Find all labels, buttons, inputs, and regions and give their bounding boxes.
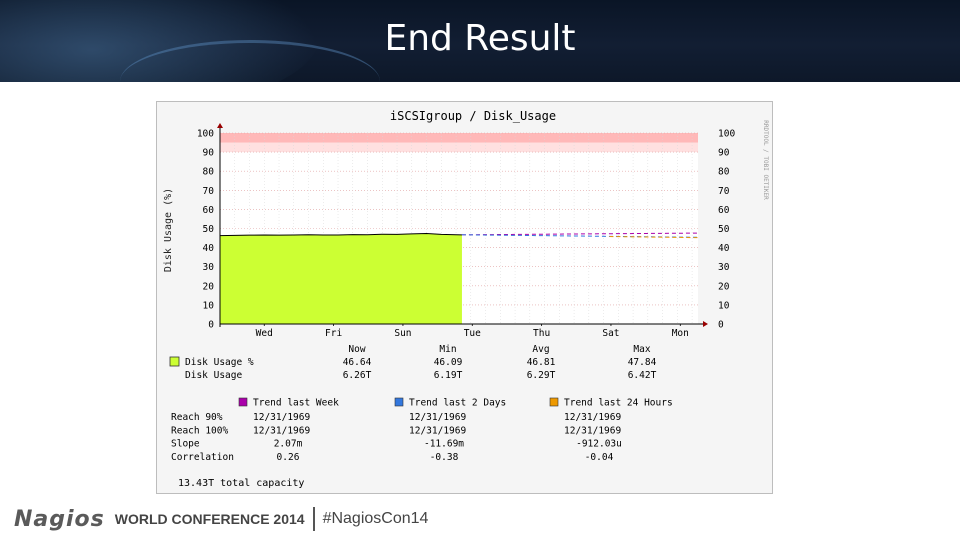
header-arc-decoration xyxy=(120,40,380,82)
trend-legend-swatch-0 xyxy=(238,397,248,407)
trend-legend-label-2: Trend last 24 Hours xyxy=(564,398,673,409)
stats-header-now: Now xyxy=(348,344,365,355)
stats-value: 47.84 xyxy=(628,357,657,368)
x-tick-label-thu: Thu xyxy=(533,328,550,339)
y-tick-label-right-10: 10 xyxy=(718,300,730,311)
x-tick-label-fri: Fri xyxy=(325,328,342,339)
y-tick-label-left-90: 90 xyxy=(203,148,215,159)
y-tick-label-left-0: 0 xyxy=(208,320,214,331)
trend-value: -0.04 xyxy=(585,452,614,463)
x-tick-label-sat: Sat xyxy=(602,328,619,339)
nagios-logo: Nagios xyxy=(14,506,105,532)
y-tick-label-right-70: 70 xyxy=(718,186,730,197)
trend-row-label: Reach 90% xyxy=(171,412,223,423)
trend-value: 12/31/1969 xyxy=(253,425,310,436)
threshold-band-0 xyxy=(220,142,698,153)
y-tick-label-left-20: 20 xyxy=(203,281,215,292)
trend-row-label: Correlation xyxy=(171,452,234,463)
x-tick-label-wed: Wed xyxy=(256,328,273,339)
y-tick-label-right-0: 0 xyxy=(718,320,724,331)
stats-header-avg: Avg xyxy=(532,344,549,355)
y-tick-label-left-80: 80 xyxy=(203,167,215,178)
y-tick-label-right-40: 40 xyxy=(718,243,730,254)
legend-swatch-disk-usage xyxy=(169,356,180,367)
trend-value: 0.26 xyxy=(277,452,300,463)
y-tick-label-left-70: 70 xyxy=(203,186,215,197)
y-tick-label-right-100: 100 xyxy=(718,129,735,140)
trend-legend-swatch-2 xyxy=(549,397,559,407)
trend-value: -912.03u xyxy=(576,439,622,450)
series-area-0 xyxy=(220,233,462,324)
y-axis-arrow xyxy=(217,123,223,128)
y-tick-label-left-30: 30 xyxy=(203,262,215,273)
rrd-graph: iSCSIgroup / Disk_Usage Disk Usage (%) R… xyxy=(156,101,773,494)
capacity-note: 13.43T total capacity xyxy=(178,478,304,489)
chart-title: iSCSIgroup / Disk_Usage xyxy=(390,109,556,123)
trend-line-2 xyxy=(609,236,699,239)
y-tick-label-left-10: 10 xyxy=(203,300,215,311)
slide-header: End Result xyxy=(0,0,960,82)
stats-value: 6.26T xyxy=(343,370,372,381)
x-axis-arrow xyxy=(703,321,708,327)
threshold-band-1 xyxy=(220,133,698,143)
y-tick-label-left-100: 100 xyxy=(197,129,214,140)
x-tick-label-sun: Sun xyxy=(394,328,411,339)
x-tick-label-mon: Mon xyxy=(672,328,689,339)
stats-value: 46.64 xyxy=(343,357,372,368)
y-tick-label-left-50: 50 xyxy=(203,224,215,235)
trend-row-label: Reach 100% xyxy=(171,425,228,436)
conference-hashtag: #NagiosCon14 xyxy=(322,510,429,527)
y-tick-label-right-80: 80 xyxy=(718,167,730,178)
stats-value: 6.29T xyxy=(527,370,556,381)
y-tick-label-right-50: 50 xyxy=(718,224,730,235)
trend-value: 12/31/1969 xyxy=(409,412,466,423)
trend-row-label: Slope xyxy=(171,439,200,450)
trend-legend-swatch-1 xyxy=(394,397,404,407)
y-tick-label-right-60: 60 xyxy=(718,205,730,216)
trend-line-0 xyxy=(461,232,699,236)
trend-legend-label-1: Trend last 2 Days xyxy=(409,398,506,409)
x-tick-label-tue: Tue xyxy=(464,328,481,339)
trend-value: -0.38 xyxy=(430,452,459,463)
stats-header-min: Min xyxy=(439,344,456,355)
trend-value: 12/31/1969 xyxy=(564,425,621,436)
trend-value: 12/31/1969 xyxy=(409,425,466,436)
y-tick-label-left-40: 40 xyxy=(203,243,215,254)
trend-value: -11.69m xyxy=(424,439,464,450)
stats-value: 6.42T xyxy=(628,370,657,381)
conference-name: WORLD CONFERENCE 2014 xyxy=(114,511,305,527)
legend-and-stats: Now Min Avg Max Disk Usage % 46.64 46.09 46.81 4… xyxy=(169,344,673,463)
stats-value: 46.09 xyxy=(434,357,463,368)
stats-row-label: Disk Usage % xyxy=(185,357,254,368)
stats-value: 46.81 xyxy=(527,357,556,368)
series-line-0 xyxy=(219,232,462,237)
stats-row-label: Disk Usage xyxy=(185,370,242,381)
y-tick-label-right-30: 30 xyxy=(718,262,730,273)
y-tick-label-right-20: 20 xyxy=(718,281,730,292)
slide-footer: Nagios WORLD CONFERENCE 2014 #NagiosCon1… xyxy=(14,506,428,532)
stats-value: 6.19T xyxy=(434,370,463,381)
y-axis-label: Disk Usage (%) xyxy=(163,188,174,272)
y-tick-label-left-60: 60 xyxy=(203,205,215,216)
stats-header-max: Max xyxy=(633,344,650,355)
trend-value: 2.07m xyxy=(274,439,303,450)
trend-legend-label-0: Trend last Week xyxy=(253,398,339,409)
disk-usage-chart: iSCSIgroup / Disk_Usage Disk Usage (%) R… xyxy=(163,109,769,489)
plot-area: 0 0 10 10 20 20 30 30 40 40 50 50 60 60 70 70 80 80 90 90 10… xyxy=(197,123,735,339)
slide-title: End Result xyxy=(384,18,576,59)
trend-value: 12/31/1969 xyxy=(253,412,310,423)
rrdtool-watermark: RRDTOOL / TOBI OETIKER xyxy=(762,120,769,200)
footer-divider xyxy=(312,507,315,531)
trend-value: 12/31/1969 xyxy=(564,412,621,423)
y-tick-label-right-90: 90 xyxy=(718,148,730,159)
